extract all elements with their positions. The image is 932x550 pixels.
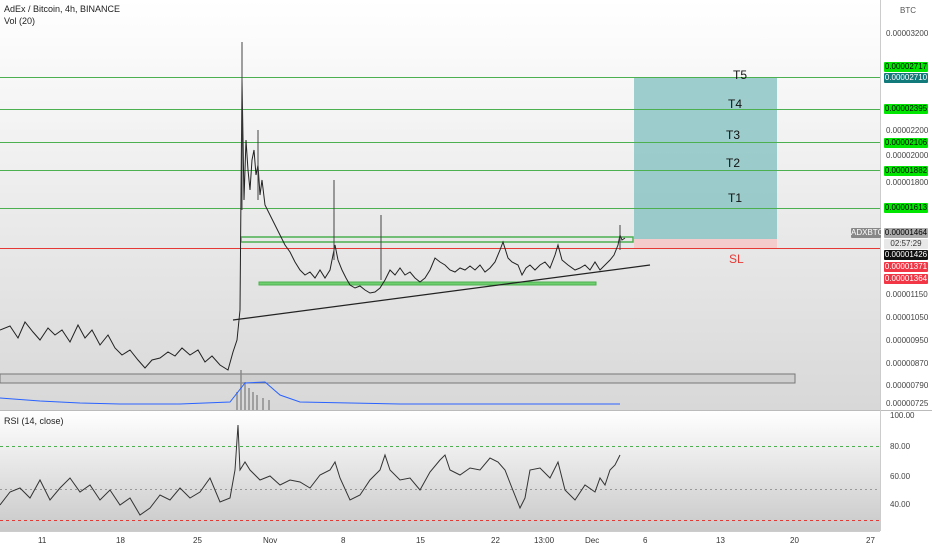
t2-price-badge: 0.00001882 <box>884 166 928 176</box>
time-tick: 20 <box>790 536 799 545</box>
rsi-pane <box>0 411 880 531</box>
price-tick: 0.00000870 <box>886 359 929 368</box>
t1-price-badge: 0.00001613 <box>884 203 928 213</box>
last-price-badge: 0.00001464 <box>884 228 928 238</box>
stop-secondary-badge: 0.00001364 <box>884 274 928 284</box>
time-tick: 13 <box>716 536 725 545</box>
time-tick: 15 <box>416 536 425 545</box>
loss-zone[interactable] <box>634 239 777 249</box>
stop-loss-price-badge: 0.00001371 <box>884 262 928 272</box>
volume-indicator-label[interactable]: Vol (20) <box>4 16 36 26</box>
target-top-badge: 0.00002710 <box>884 73 928 83</box>
time-tick: Nov <box>263 536 278 545</box>
rsi-tick: 100.00 <box>890 411 915 420</box>
price-tick: 0.00001150 <box>886 290 928 299</box>
ascending-trendline[interactable] <box>232 264 651 321</box>
rsi-tick: 80.00 <box>890 442 911 451</box>
profit-zone[interactable] <box>634 77 777 239</box>
price-tick: 0.00000950 <box>886 336 929 345</box>
chart-title: AdEx / Bitcoin, 4h, BINANCE <box>4 4 121 14</box>
rsi-series <box>0 424 621 516</box>
countdown-badge: 02:57:29 <box>884 239 928 249</box>
price-series <box>0 77 626 371</box>
time-tick: 22 <box>491 536 500 545</box>
time-tick: 11 <box>38 536 47 545</box>
price-tick: 0.00001050 <box>886 313 929 322</box>
time-tick: 18 <box>116 536 125 545</box>
price-tick: 0.00003200 <box>886 29 929 38</box>
rsi-indicator-label[interactable]: RSI (14, close) <box>4 416 64 426</box>
rsi-tick: 60.00 <box>890 472 911 481</box>
time-tick: 27 <box>866 536 875 545</box>
price-tick: 0.00002000 <box>886 151 929 160</box>
time-tick: 8 <box>341 536 346 545</box>
price-tick: 0.00000725 <box>886 399 929 408</box>
rsi-tick: 40.00 <box>890 500 911 509</box>
t3-price-badge: 0.00002106 <box>884 138 928 148</box>
target-label-t1: T1 <box>728 191 743 205</box>
price-tick: 0.00001800 <box>886 178 929 187</box>
target-lines <box>0 77 880 209</box>
time-tick: 6 <box>643 536 648 545</box>
target-label-t2: T2 <box>726 156 741 170</box>
support-zone[interactable] <box>258 281 597 286</box>
candle-wicks <box>241 42 621 280</box>
volume-bars <box>236 370 270 410</box>
t4-price-badge: 0.00002395 <box>884 104 928 114</box>
time-tick: Dec <box>585 536 600 545</box>
price-tick: 0.00002200 <box>886 126 929 135</box>
price-tick: 0.00000790 <box>886 381 929 390</box>
target-label-t5: T5 <box>733 68 748 82</box>
symbol-badge: ADXBTC <box>851 228 884 238</box>
target-label-t4: T4 <box>728 97 743 111</box>
target-label-t3: T3 <box>726 128 741 142</box>
volume-ma <box>0 381 620 405</box>
currency-button[interactable]: BTC <box>900 6 916 15</box>
stop-loss-label: SL <box>729 252 744 266</box>
time-tick: 25 <box>193 536 202 545</box>
base-zone[interactable] <box>0 373 796 384</box>
time-tick: 13:00 <box>534 536 555 545</box>
t5-price-badge: 0.00002717 <box>884 62 928 72</box>
entry-badge: 0.00001426 <box>884 250 928 260</box>
